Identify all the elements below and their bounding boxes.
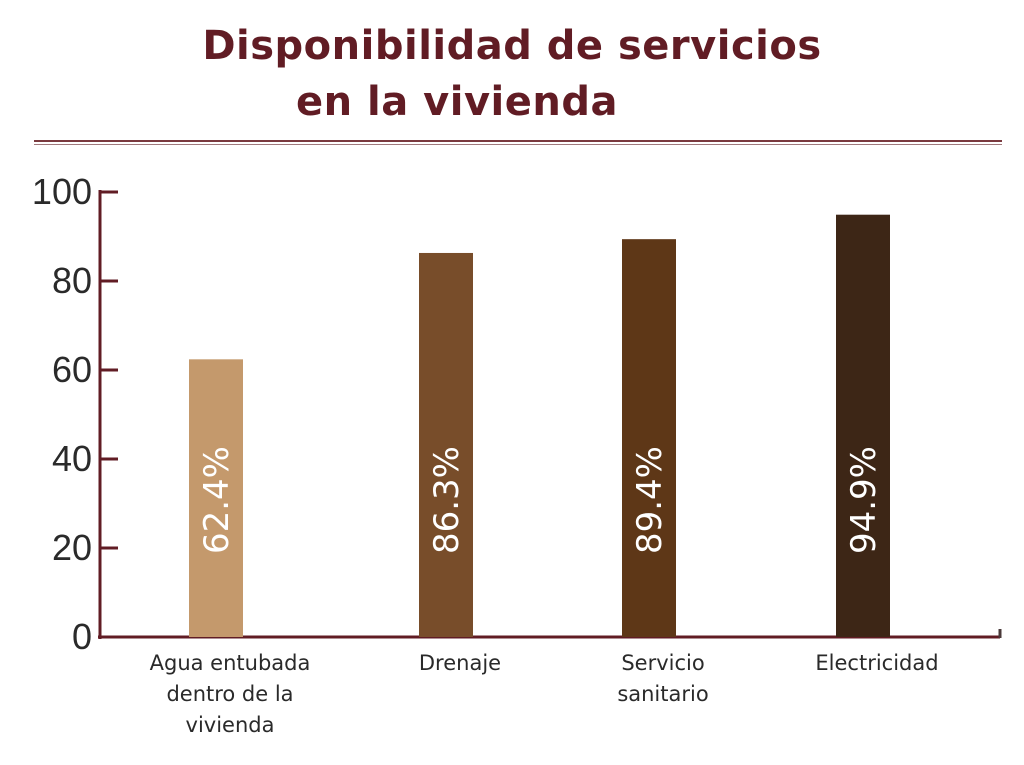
chart-title-line-1: Disponibilidad de servicios — [202, 23, 822, 69]
y-tick-label: 100 — [32, 171, 92, 212]
category-label: vivienda — [186, 713, 275, 737]
y-tick-label: 0 — [72, 616, 92, 657]
data-label: 86.3% — [427, 446, 467, 554]
data-label: 94.9% — [844, 446, 884, 554]
y-tick-label: 60 — [52, 349, 92, 390]
y-tick-label: 40 — [52, 438, 92, 479]
category-label: Servicio — [621, 651, 704, 675]
bar — [836, 214, 890, 637]
category-label: Electricidad — [815, 651, 938, 675]
category-label: dentro de la — [166, 682, 293, 706]
data-label: 89.4% — [630, 446, 670, 554]
data-label: 62.4% — [197, 446, 237, 554]
bar — [622, 239, 676, 638]
category-label: Drenaje — [419, 651, 501, 675]
bar — [419, 252, 473, 637]
title-divider-thin — [34, 144, 1002, 145]
title-divider — [34, 140, 1002, 142]
chart-title: Disponibilidad de servicios en la vivien… — [0, 18, 1024, 130]
y-tick-label: 20 — [52, 527, 92, 568]
category-label: Agua entubada — [150, 651, 311, 675]
category-label: sanitario — [617, 682, 708, 706]
y-tick-label: 80 — [52, 260, 92, 301]
bar — [189, 359, 243, 637]
chart-title-line-2: en la vivienda — [296, 79, 618, 125]
